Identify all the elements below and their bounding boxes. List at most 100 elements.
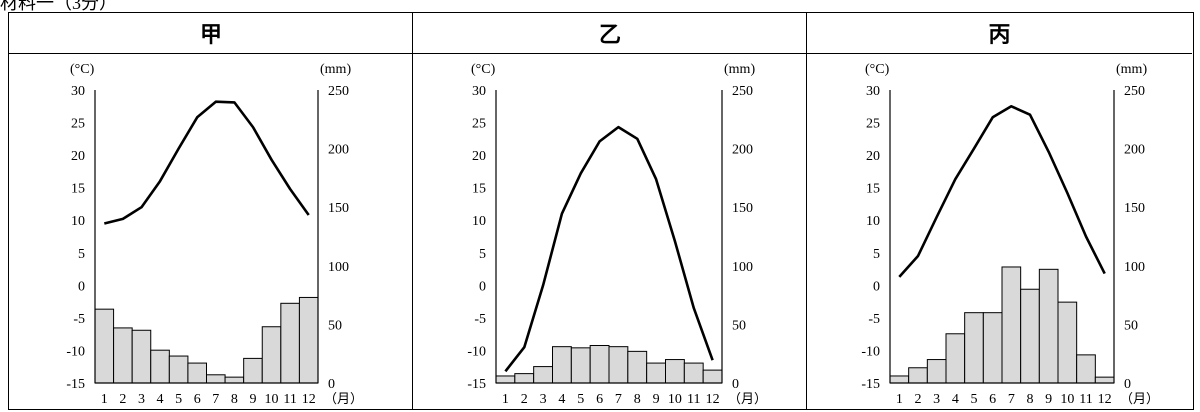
precipitation-bar-bing: [889, 375, 910, 384]
right-tick-label-bing: 50: [1124, 318, 1138, 333]
x-tick-label-yi: 9: [653, 392, 660, 407]
right-tick-label-yi: 200: [732, 143, 753, 158]
temperature-line-bing: [898, 105, 1106, 278]
x-tick-label-jia: 5: [175, 392, 182, 407]
x-tick-label-bing: 1: [896, 392, 903, 407]
left-tick-label-yi: 0: [479, 279, 486, 294]
x-tick-label-bing: 8: [1027, 392, 1034, 407]
right-tick-label-bing: 250: [1124, 84, 1145, 99]
precipitation-bar-yi: [570, 347, 591, 384]
left-tick-label-bing: -5: [868, 312, 880, 327]
x-tick-label-yi: 7: [615, 392, 622, 407]
left-unit-label-bing: (°C): [865, 62, 890, 77]
right-tick-label-jia: 0: [328, 377, 335, 392]
precipitation-bar-yi: [552, 346, 572, 384]
left-tick-label-jia: 0: [78, 279, 85, 294]
left-tick-label-jia: 25: [71, 117, 85, 132]
left-tick-label-bing: 0: [873, 279, 880, 294]
x-tick-label-jia: 8: [231, 392, 238, 407]
x-tick-label-bing: 11: [1079, 392, 1092, 407]
precipitation-bar-jia: [113, 327, 133, 384]
x-tick-label-jia: 10: [265, 392, 279, 407]
x-tick-label-jia: 3: [138, 392, 145, 407]
right-tick-label-jia: 250: [328, 84, 349, 99]
precipitation-bar-jia: [187, 362, 208, 384]
right-tick-label-yi: 0: [732, 377, 739, 392]
climate-chart-table: 甲 乙 丙: [8, 12, 1194, 410]
left-tick-label-jia: -5: [73, 312, 85, 327]
precipitation-bar-yi: [608, 346, 629, 384]
x-tick-label-bing: 12: [1098, 392, 1112, 407]
left-tick-label-bing: 5: [873, 247, 880, 262]
left-unit-label-yi: (°C): [471, 62, 496, 77]
x-tick-label-yi: 5: [577, 392, 584, 407]
left-tick-label-jia: -15: [66, 377, 85, 392]
left-tick-label-yi: 5: [479, 247, 486, 262]
precipitation-bar-jia: [150, 349, 170, 384]
left-tick-label-bing: -15: [861, 377, 880, 392]
x-tick-label-yi: 11: [687, 392, 700, 407]
precipitation-bar-yi: [589, 344, 610, 384]
precipitation-bar-bing: [908, 367, 928, 384]
right-tick-label-bing: 150: [1124, 201, 1145, 216]
x-tick-label-jia: 11: [283, 392, 296, 407]
x-tick-label-bing: 4: [952, 392, 959, 407]
precipitation-bar-bing: [964, 312, 984, 384]
precipitation-bar-bing: [1038, 268, 1059, 384]
right-unit-label-jia: (mm): [320, 62, 351, 77]
x-tick-label-bing: 3: [933, 392, 940, 407]
column-divider: [806, 13, 807, 409]
left-tick-label-bing: -10: [861, 344, 880, 359]
precipitation-bar-yi: [533, 366, 554, 384]
precipitation-bar-bing: [1057, 301, 1078, 384]
right-tick-label-yi: 50: [732, 318, 746, 333]
x-tick-label-bing: 6: [989, 392, 996, 407]
precipitation-bar-yi: [514, 373, 535, 384]
precipitation-bar-bing: [1020, 288, 1040, 384]
precipitation-bar-jia: [298, 296, 319, 384]
left-tick-label-yi: 10: [472, 214, 486, 229]
right-tick-label-bing: 100: [1124, 260, 1145, 275]
x-tick-label-jia: 4: [157, 392, 164, 407]
left-tick-label-bing: 20: [866, 149, 880, 164]
right-tick-label-jia: 50: [328, 318, 342, 333]
x-tick-label-bing: 9: [1045, 392, 1052, 407]
right-tick-label-yi: 100: [732, 260, 753, 275]
right-tick-label-bing: 200: [1124, 143, 1145, 158]
right-tick-label-bing: 0: [1124, 377, 1131, 392]
precipitation-bar-jia: [243, 357, 263, 384]
x-tick-label-yi: 4: [558, 392, 565, 407]
x-tick-label-yi: 10: [668, 392, 682, 407]
left-tick-label-jia: 15: [71, 182, 85, 197]
x-tick-label-yi: 1: [502, 392, 509, 407]
x-tick-label-jia: 2: [119, 392, 126, 407]
column-divider: [412, 13, 413, 409]
left-tick-label-jia: 30: [71, 84, 85, 99]
x-tick-label-jia: 6: [194, 392, 201, 407]
precipitation-bar-yi: [702, 369, 723, 384]
column-header-bing: 丙: [807, 13, 1192, 54]
x-tick-label-jia: 1: [101, 392, 108, 407]
x-tick-label-yi: 12: [706, 392, 720, 407]
precipitation-bar-bing: [1094, 376, 1115, 384]
right-unit-label-bing: (mm): [1116, 62, 1147, 77]
right-tick-label-yi: 150: [732, 201, 753, 216]
left-tick-label-yi: -5: [474, 312, 486, 327]
left-tick-label-jia: 5: [78, 247, 85, 262]
precipitation-bar-jia: [94, 308, 115, 384]
precipitation-bar-bing: [1001, 266, 1022, 384]
precipitation-bar-bing: [1076, 354, 1096, 384]
precipitation-bar-bing: [945, 333, 966, 384]
x-tick-label-bing: 7: [1008, 392, 1015, 407]
left-tick-label-jia: 10: [71, 214, 85, 229]
x-axis-label-bing: （月）: [1120, 391, 1159, 406]
x-tick-label-jia: 9: [249, 392, 256, 407]
left-tick-label-bing: 30: [866, 84, 880, 99]
precipitation-bar-jia: [224, 376, 245, 384]
left-tick-label-yi: -10: [467, 344, 486, 359]
right-tick-label-jia: 100: [328, 260, 349, 275]
precipitation-bar-jia: [131, 329, 152, 384]
x-tick-label-yi: 2: [521, 392, 528, 407]
left-tick-label-jia: 20: [71, 149, 85, 164]
